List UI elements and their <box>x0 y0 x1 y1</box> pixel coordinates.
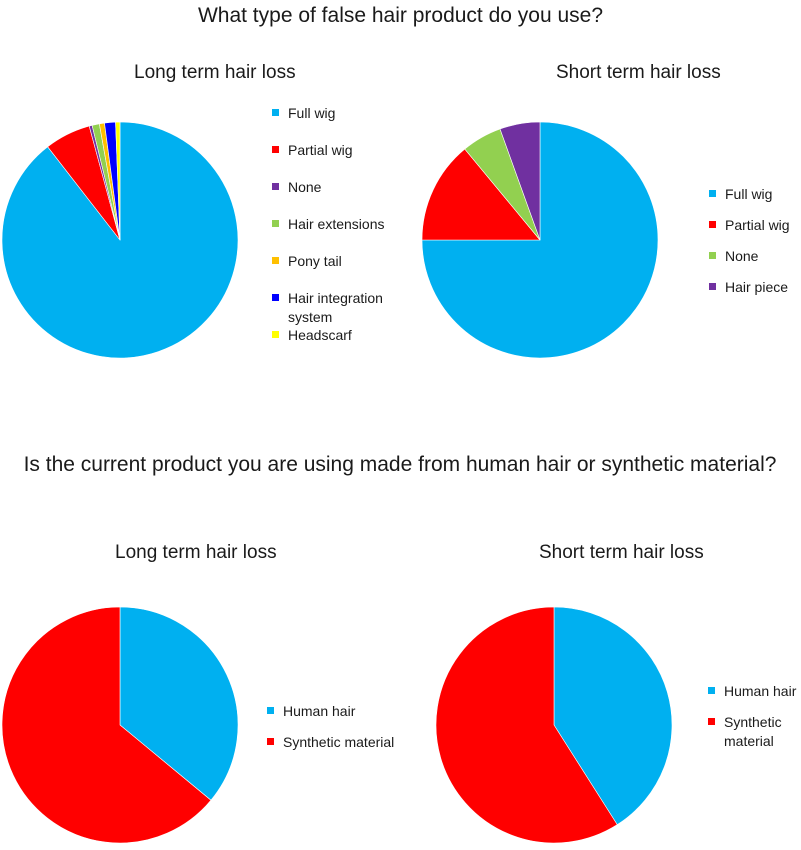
legend-short-term-product: Full wig Partial wig None Hair piece <box>709 185 801 305</box>
legend-item-full-wig: Full wig <box>272 104 335 123</box>
pie-chart-short-term-material <box>435 606 673 844</box>
pie-chart-long-term-material <box>1 606 239 844</box>
legend-swatch <box>272 294 279 301</box>
pie-slice-synthetic-material <box>435 606 618 844</box>
legend-item-synthetic-material: Synthetic material <box>708 713 800 751</box>
legend-label: Partial wig <box>288 142 353 158</box>
legend-label: None <box>288 179 322 195</box>
legend-label: Full wig <box>288 105 336 121</box>
legend-swatch <box>272 183 279 190</box>
legend-swatch <box>709 283 716 290</box>
legend-label: Pony tail <box>288 253 342 269</box>
legend-label: Hair extensions <box>288 216 385 232</box>
chart-title-long-term-product: Long term hair loss <box>134 62 296 83</box>
pie-slice-hair-piece <box>499 121 541 241</box>
pie-slice-human-hair <box>553 606 673 826</box>
pie-chart-short-term-product <box>421 121 659 359</box>
legend-long-term-product: Full wig Partial wig None Hair extensions Po… <box>272 104 412 344</box>
legend-item-none: None <box>272 178 321 197</box>
legend-item-partial-wig: Partial wig <box>272 141 353 160</box>
legend-item-hair-integration-system: Hair integration system <box>272 289 412 327</box>
legend-swatch <box>709 252 716 259</box>
legend-swatch <box>272 146 279 153</box>
legend-label: Hair piece <box>725 279 789 295</box>
pie-slice-full-wig <box>421 121 659 359</box>
legend-item-none: None <box>709 247 758 266</box>
legend-item-pony-tail: Pony tail <box>272 252 342 271</box>
legend-swatch <box>272 220 279 227</box>
chart-title-short-term-product: Short term hair loss <box>556 62 721 83</box>
legend-item-human-hair: Human hair <box>267 702 355 721</box>
pie-slice-partial-wig <box>421 148 541 241</box>
legend-item-hair-extensions: Hair extensions <box>272 215 385 234</box>
legend-swatch <box>267 707 274 714</box>
legend-swatch <box>272 257 279 264</box>
legend-swatch <box>709 190 716 197</box>
legend-swatch <box>708 687 715 694</box>
legend-item-partial-wig: Partial wig <box>709 216 790 235</box>
pie-slice-synthetic-material <box>1 606 212 844</box>
legend-label: Synthetic material <box>724 714 782 749</box>
legend-label: Synthetic material <box>283 734 395 750</box>
pie-chart-long-term-product <box>1 121 239 359</box>
pie-slice-headscarf <box>115 121 121 241</box>
legend-label: Hair integration system <box>288 290 383 325</box>
legend-swatch <box>267 738 274 745</box>
pie-slice-human-hair <box>119 606 239 801</box>
legend-label: Human hair <box>724 683 797 699</box>
legend-label: Human hair <box>283 703 356 719</box>
question-1-title: What type of false hair product do you u… <box>197 4 604 27</box>
legend-item-human-hair: Human hair <box>708 682 796 701</box>
legend-short-term-material: Human hair Synthetic material <box>708 682 800 782</box>
legend-long-term-material: Human hair Synthetic material <box>267 702 417 752</box>
legend-item-headscarf: Headscarf <box>272 326 352 345</box>
legend-swatch <box>708 718 715 725</box>
legend-swatch <box>272 109 279 116</box>
legend-item-synthetic-material: Synthetic material <box>267 733 394 752</box>
legend-swatch <box>272 331 279 338</box>
legend-item-hair-piece: Hair piece <box>709 278 788 297</box>
chart-title-long-term-material: Long term hair loss <box>115 542 277 563</box>
legend-item-full-wig: Full wig <box>709 185 772 204</box>
legend-label: None <box>725 248 759 264</box>
legend-label: Headscarf <box>288 327 352 343</box>
chart-title-short-term-material: Short term hair loss <box>539 542 704 563</box>
legend-swatch <box>709 221 716 228</box>
legend-label: Full wig <box>725 186 773 202</box>
legend-label: Partial wig <box>725 217 790 233</box>
question-2-title: Is the current product you are using mad… <box>23 453 777 476</box>
